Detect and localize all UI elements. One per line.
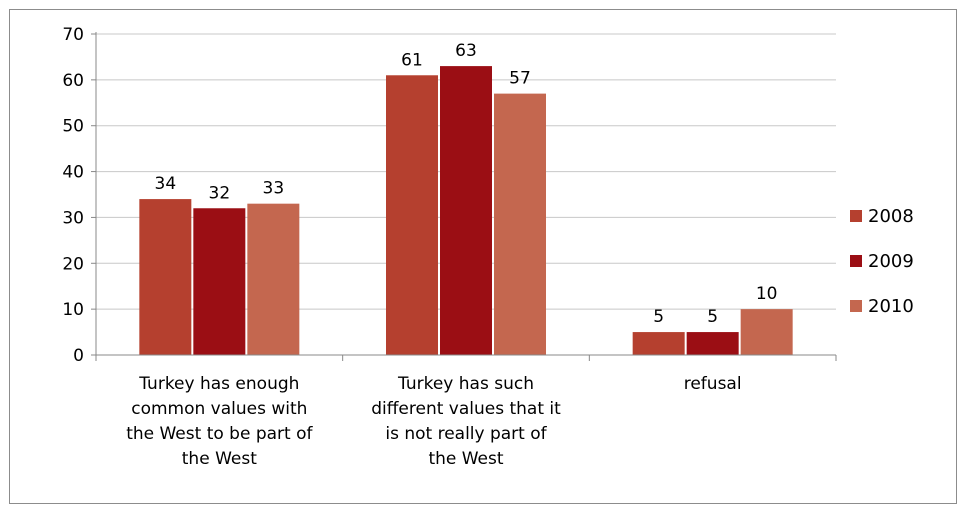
legend-label: 2010 xyxy=(868,296,914,317)
bar xyxy=(247,203,300,355)
y-tick-label: 20 xyxy=(62,254,84,274)
bar xyxy=(632,332,685,355)
data-label: 34 xyxy=(155,174,177,194)
data-label: 5 xyxy=(707,307,718,327)
legend: 2008 2009 2010 xyxy=(850,206,914,317)
data-label: 61 xyxy=(401,50,423,70)
data-label: 32 xyxy=(209,183,231,203)
category-label: the West xyxy=(428,449,503,469)
bar xyxy=(740,309,793,355)
y-tick-label: 50 xyxy=(62,117,84,137)
labels: 0 10 20 30 40 50 60 70 34 32 33 Turkey has enough co… xyxy=(62,25,777,469)
y-tick-label: 0 xyxy=(73,346,84,366)
chart-frame: 0 10 20 30 40 50 60 70 34 32 33 Turkey has enough co… xyxy=(9,9,957,504)
bar xyxy=(139,199,192,355)
category-label: is not really part of xyxy=(385,424,547,444)
bar xyxy=(440,66,492,355)
legend-swatch xyxy=(850,210,862,222)
category-label: Turkey has such xyxy=(397,374,534,394)
legend-swatch xyxy=(850,255,862,267)
data-label: 63 xyxy=(455,41,477,61)
legend-swatch xyxy=(850,300,862,312)
axes xyxy=(91,32,837,361)
category-label: different values that it xyxy=(371,399,561,419)
y-tick-label: 30 xyxy=(62,208,84,228)
bar xyxy=(386,75,438,356)
category-label: the West xyxy=(182,449,257,469)
y-tick-label: 60 xyxy=(62,71,84,91)
bar-chart: 0 10 20 30 40 50 60 70 34 32 33 Turkey has enough co… xyxy=(62,25,914,469)
data-label: 5 xyxy=(653,307,664,327)
bar xyxy=(686,332,739,355)
data-label: 57 xyxy=(509,69,531,89)
category-label: refusal xyxy=(684,374,742,394)
legend-label: 2009 xyxy=(868,251,914,272)
y-tick-label: 10 xyxy=(62,300,84,320)
bar xyxy=(494,93,546,355)
bar xyxy=(193,208,246,355)
data-label: 33 xyxy=(263,179,285,199)
category-label: the West to be part of xyxy=(126,424,313,444)
y-tick-label: 40 xyxy=(62,163,84,183)
category-label: Turkey has enough xyxy=(138,374,299,394)
data-label: 10 xyxy=(756,284,778,304)
category-label: common values with xyxy=(131,399,307,419)
y-tick-label: 70 xyxy=(62,25,84,45)
legend-label: 2008 xyxy=(868,206,914,227)
bars xyxy=(139,66,793,356)
